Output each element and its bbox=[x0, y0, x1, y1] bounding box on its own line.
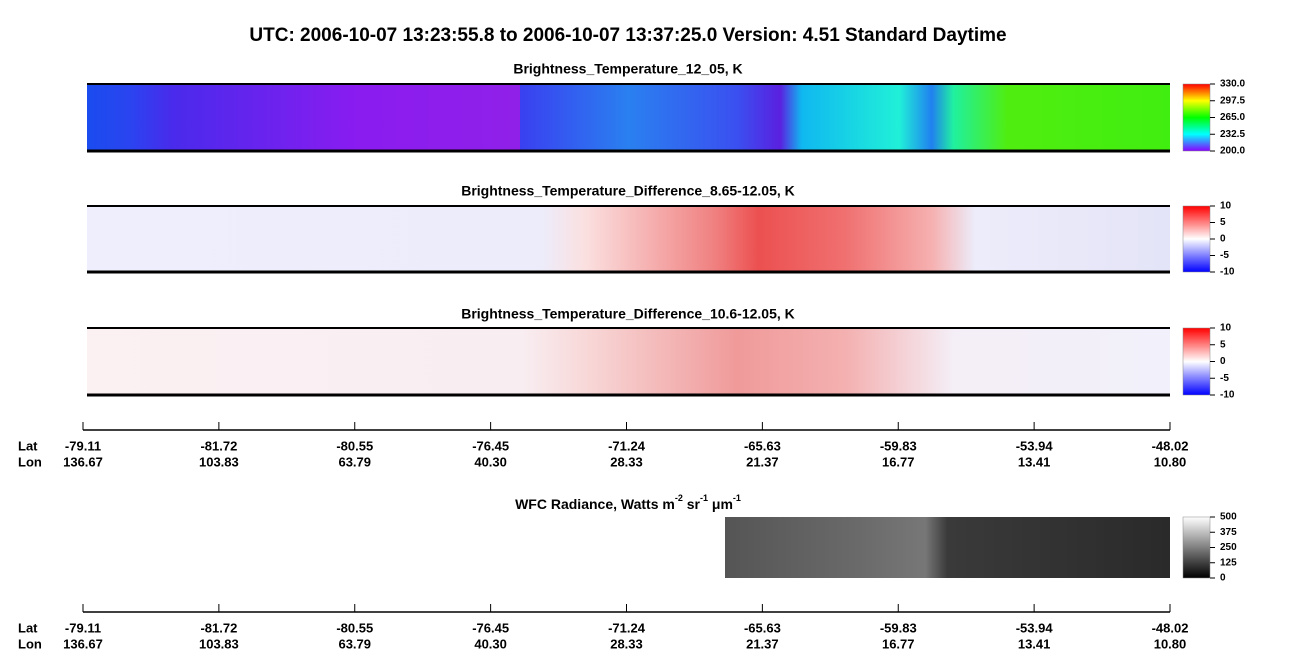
colorbar-label: 5 bbox=[1220, 339, 1226, 350]
colorbar-label: 0 bbox=[1220, 356, 1226, 367]
lon-label: 13.41 bbox=[1018, 454, 1051, 469]
colorbar-label: -5 bbox=[1220, 373, 1229, 384]
colorbar-label: 330.0 bbox=[1220, 79, 1245, 90]
colorbar-label: 500 bbox=[1220, 512, 1237, 523]
lon-label: 28.33 bbox=[610, 636, 643, 651]
lat-label: -81.72 bbox=[200, 438, 237, 453]
colorbar-label: 0 bbox=[1220, 234, 1226, 245]
lon-label: 16.77 bbox=[882, 636, 915, 651]
lat-label: -79.11 bbox=[65, 620, 101, 635]
title-part: sr bbox=[683, 496, 701, 512]
lat-label: -48.02 bbox=[1152, 438, 1189, 453]
superscript: -2 bbox=[675, 493, 683, 503]
lon-label: 21.37 bbox=[746, 454, 779, 469]
title-part: WFC Radiance, Watts m bbox=[515, 496, 675, 512]
colorbar-label: 5 bbox=[1220, 217, 1226, 228]
panel-title: Brightness_Temperature_Difference_8.65-1… bbox=[461, 183, 795, 199]
colorbar bbox=[1182, 516, 1211, 579]
row-label: Lat bbox=[18, 438, 38, 453]
lon-label: 13.41 bbox=[1018, 636, 1051, 651]
lat-label: -59.83 bbox=[880, 620, 917, 635]
lon-label: 63.79 bbox=[338, 454, 371, 469]
lon-label: 136.67 bbox=[63, 636, 103, 651]
lon-label: 10.80 bbox=[1154, 454, 1187, 469]
colorbar-label: -5 bbox=[1220, 250, 1229, 261]
colorbar-label: 232.5 bbox=[1220, 129, 1245, 140]
row-label: Lat bbox=[18, 620, 38, 635]
colorbar-label: 0 bbox=[1220, 573, 1226, 584]
lon-label: 10.80 bbox=[1154, 636, 1187, 651]
image-strip bbox=[87, 84, 1170, 151]
lat-label: -71.24 bbox=[608, 438, 646, 453]
lat-label: -80.55 bbox=[336, 438, 373, 453]
lon-label: 136.67 bbox=[63, 454, 103, 469]
lon-label: 40.30 bbox=[474, 454, 507, 469]
lat-label: -48.02 bbox=[1152, 620, 1189, 635]
colorbar-label: -10 bbox=[1220, 390, 1235, 401]
lat-label: -59.83 bbox=[880, 438, 917, 453]
panel-title: Brightness_Temperature_Difference_10.6-1… bbox=[461, 306, 795, 322]
lon-label: 40.30 bbox=[474, 636, 507, 651]
lon-label: 63.79 bbox=[338, 636, 371, 651]
lat-label: -65.63 bbox=[744, 620, 781, 635]
lat-label: -53.94 bbox=[1016, 620, 1054, 635]
colorbar bbox=[1182, 205, 1211, 273]
image-strip bbox=[87, 328, 1170, 395]
colorbar-label: 250 bbox=[1220, 542, 1237, 553]
superscript: -1 bbox=[700, 493, 708, 503]
lon-label: 16.77 bbox=[882, 454, 915, 469]
image-strip bbox=[87, 206, 1170, 272]
colorbar-label: 10 bbox=[1220, 323, 1232, 334]
colorbar-label: 297.5 bbox=[1220, 95, 1245, 106]
colorbar-label: 125 bbox=[1220, 557, 1237, 568]
lat-label: -80.55 bbox=[336, 620, 373, 635]
colorbar-label: 375 bbox=[1220, 527, 1237, 538]
colorbar-label: -10 bbox=[1220, 267, 1235, 278]
lat-label: -76.45 bbox=[472, 620, 509, 635]
panel-title: WFC Radiance, Watts m-2 sr-1 μm-1 bbox=[515, 493, 741, 511]
lat-label: -81.72 bbox=[200, 620, 237, 635]
lat-label: -53.94 bbox=[1016, 438, 1054, 453]
image-strip bbox=[725, 517, 1170, 578]
lon-label: 28.33 bbox=[610, 454, 643, 469]
lon-label: 21.37 bbox=[746, 636, 779, 651]
lat-label: -65.63 bbox=[744, 438, 781, 453]
superscript: -1 bbox=[733, 493, 741, 503]
lon-label: 103.83 bbox=[199, 636, 239, 651]
title-part: μm bbox=[708, 496, 733, 512]
lat-label: -76.45 bbox=[472, 438, 509, 453]
panel-title: Brightness_Temperature_12_05, K bbox=[513, 61, 742, 77]
colorbar bbox=[1182, 83, 1211, 152]
colorbar bbox=[1182, 327, 1211, 396]
colorbar-label: 265.0 bbox=[1220, 112, 1245, 123]
row-label: Lon bbox=[18, 636, 42, 651]
page-title: UTC: 2006-10-07 13:23:55.8 to 2006-10-07… bbox=[249, 25, 1006, 46]
colorbar-label: 200.0 bbox=[1220, 146, 1245, 157]
lon-label: 103.83 bbox=[199, 454, 239, 469]
row-label: Lon bbox=[18, 454, 42, 469]
colorbar-label: 10 bbox=[1220, 201, 1232, 212]
lat-label: -71.24 bbox=[608, 620, 646, 635]
lat-label: -79.11 bbox=[65, 438, 101, 453]
